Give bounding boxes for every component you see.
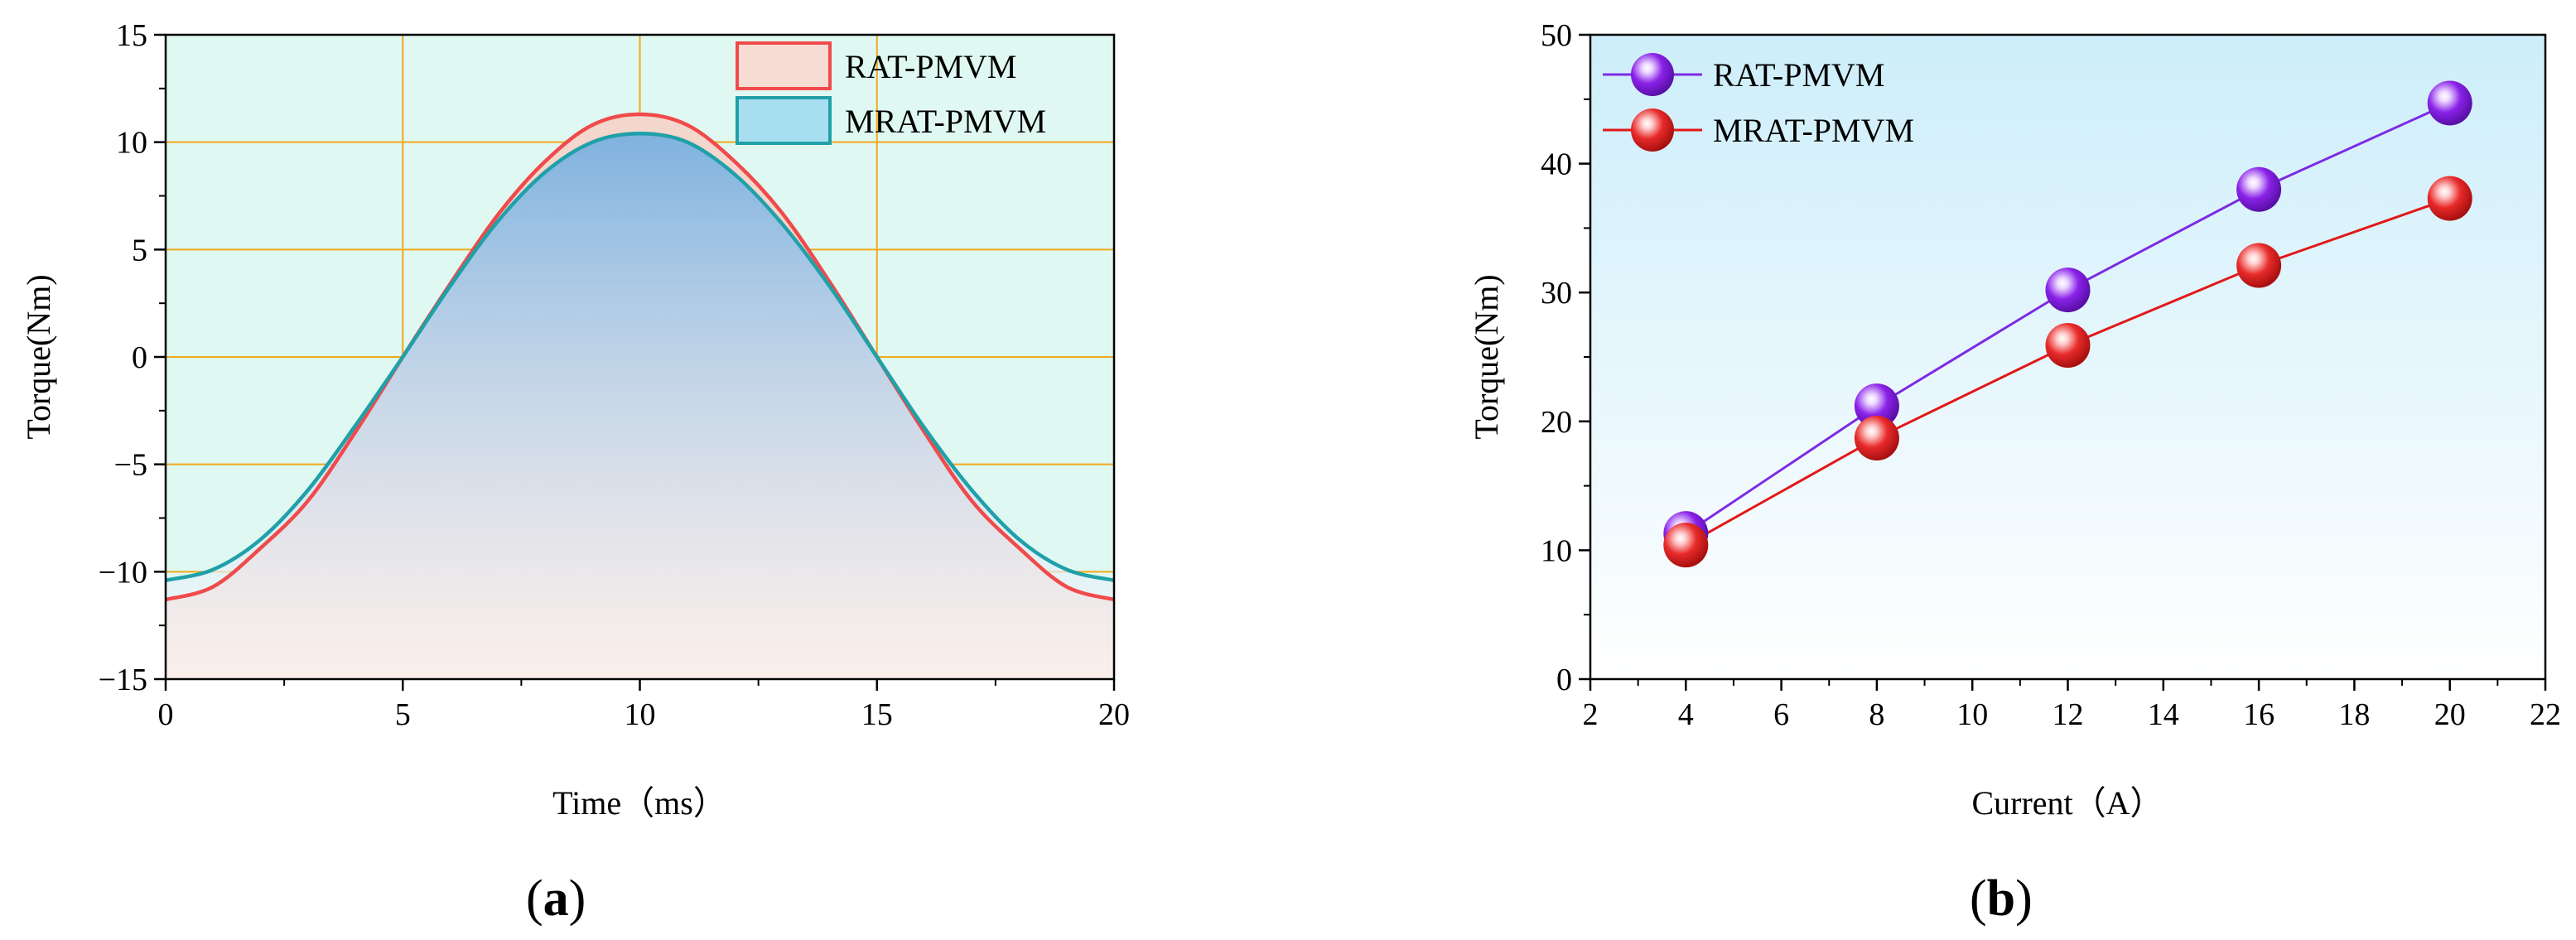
chart-a-y-tick-label: 10 [116,126,147,161]
chart-a-x-axis-label: Time（ms） [552,784,726,822]
chart-a-series [166,112,1114,679]
point-rat-pmvm [2236,166,2282,212]
chart-b-ticks: 2 4 6 8 10 12 14 16 18 20 22 0 10 20 30 40 50 [1541,18,2561,732]
chart-a-x-tick-label: 20 [1098,697,1130,732]
point-rat-pmvm [2045,268,2091,313]
chart-b-x-tick-label: 16 [2243,697,2275,732]
chart-a-y-axis-label: Torque(Nm) [20,274,57,439]
chart-b-y-tick-label: 50 [1541,18,1572,53]
chart-b-legend: RAT-PMVM MRAT-PMVM [1603,53,1914,152]
chart-a-y-tick-label: 15 [116,18,147,53]
chart-b-x-tick-label: 10 [1956,697,1988,732]
chart-a: 0 5 10 15 20 −15 −10 −5 0 5 10 15 RAT-PMVM MRAT-PMV… [20,18,1130,927]
chart-a-y-tick-label: 0 [132,340,147,375]
chart-b-x-tick-label: 18 [2338,697,2370,732]
chart-b-x-axis-label: Current（A） [1971,784,2163,822]
chart-b-y-tick-label: 20 [1541,405,1572,440]
point-mrat-pmvm [2045,322,2091,368]
chart-a-x-tick-label: 5 [395,697,411,732]
legend-swatch-mrat-pmvm [736,96,832,145]
chart-a-y-tick-label: −5 [114,448,147,483]
chart-a-ticks: 0 5 10 15 20 −15 −10 −5 0 5 10 15 [99,18,1130,732]
chart-b-x-tick-label: 8 [1869,697,1884,732]
chart-b-x-tick-label: 14 [2148,697,2179,732]
legend-label-rat-pmvm: RAT-PMVM [845,48,1016,85]
chart-b-series [1663,80,2472,568]
area-mrat-pmvm [166,133,1114,679]
panel-b-caption: (b) [1970,870,2033,927]
point-rat-pmvm [1854,383,1899,429]
chart-b-y-axis-label: Torque(Nm) [1468,274,1505,439]
chart-a-x-tick-label: 10 [625,697,656,732]
legend-label-rat-pmvm-b: RAT-PMVM [1713,56,1884,94]
legend-swatch-rat-pmvm [736,41,832,90]
chart-b-x-tick-label: 20 [2434,697,2466,732]
chart-a-x-tick-label: 15 [861,697,893,732]
chart-b-y-tick-label: 0 [1556,663,1572,697]
chart-b-x-tick-label: 4 [1678,697,1694,732]
chart-b-x-tick-label: 22 [2530,697,2561,732]
legend-label-mrat-pmvm-b: MRAT-PMVM [1713,112,1914,149]
legend-marker-rat-pmvm [1631,53,1674,96]
legend-marker-mrat-pmvm [1631,108,1674,152]
chart-a-y-tick-label: 5 [132,233,147,268]
chart-a-x-tick-label: 0 [158,697,174,732]
point-mrat-pmvm [1663,523,1709,568]
chart-b-y-tick-label: 40 [1541,147,1572,182]
chart-a-y-tick-label: −10 [99,555,147,590]
chart-b-y-tick-label: 10 [1541,533,1572,568]
legend-label-mrat-pmvm: MRAT-PMVM [845,103,1046,140]
point-rat-pmvm [2427,80,2472,126]
point-mrat-pmvm [1854,416,1899,461]
chart-b-x-tick-label: 6 [1773,697,1789,732]
chart-b-x-tick-label: 12 [2053,697,2084,732]
point-mrat-pmvm [2236,243,2282,288]
series-line-rat-pmvm [166,112,1114,602]
series-line-mrat-pmvm [166,132,1114,582]
chart-b-x-tick-label: 2 [1583,697,1599,732]
chart-a-y-tick-label: −15 [99,663,147,697]
panel-a-caption: (a) [526,870,586,927]
point-mrat-pmvm [2427,176,2472,221]
chart-b-y-tick-label: 30 [1541,276,1572,311]
chart-b: 2 4 6 8 10 12 14 16 18 20 22 0 10 20 30 40 50 RAT-PMVM M… [1468,18,2561,927]
chart-a-legend: RAT-PMVM MRAT-PMVM [736,41,1046,145]
